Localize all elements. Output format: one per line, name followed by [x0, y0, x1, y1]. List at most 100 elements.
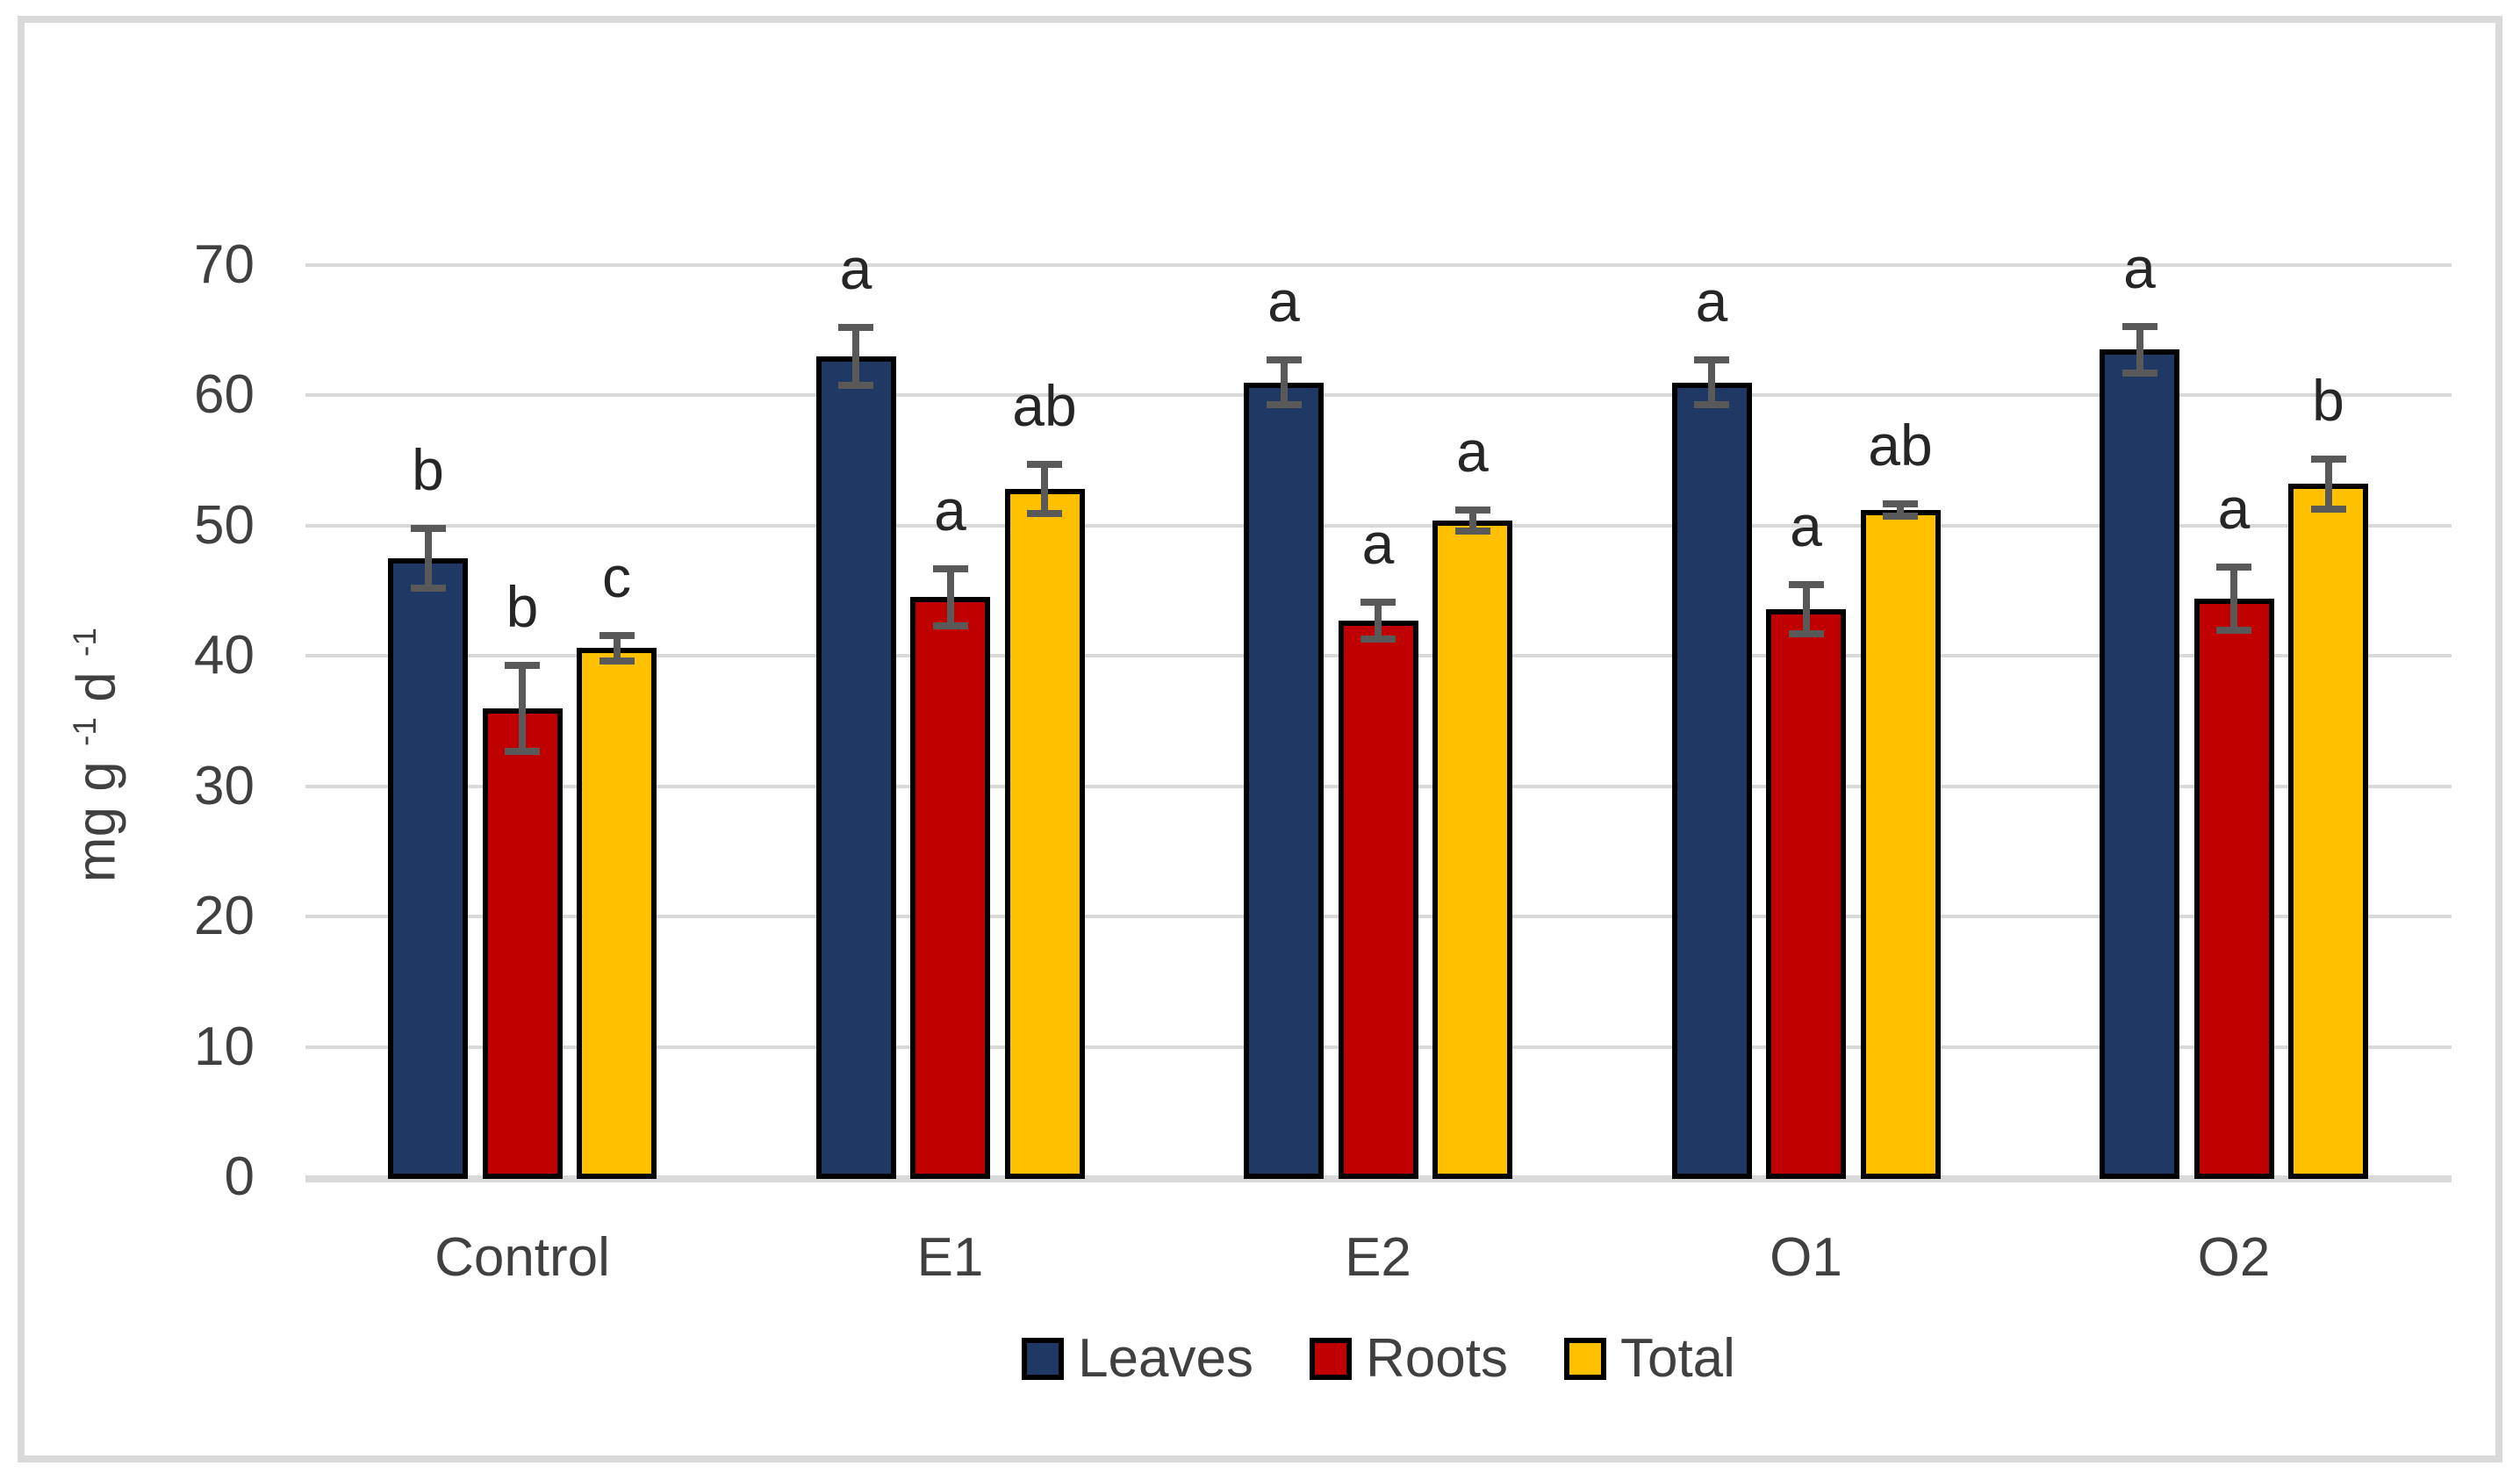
significance-letter: a [839, 236, 872, 302]
significance-letter: a [1267, 269, 1300, 334]
legend-label-roots: Roots [1366, 1328, 1508, 1389]
error-bar-cap-bottom [1266, 400, 1302, 408]
bar-roots-e2 [1338, 621, 1418, 1179]
x-category-label-e1: E1 [916, 1227, 984, 1288]
error-bar [613, 635, 621, 662]
error-bar-cap-top [1788, 580, 1824, 588]
error-bar [2324, 459, 2332, 509]
error-bar [852, 327, 859, 385]
bar-total-e2 [1432, 520, 1512, 1179]
significance-letter: c [602, 543, 631, 609]
y-tick-label-60: 60 [194, 364, 255, 426]
significance-letter: b [506, 573, 539, 639]
gridline-50 [305, 523, 2452, 528]
bar-roots-e1 [910, 597, 990, 1179]
error-bar-cap-bottom [1788, 630, 1824, 638]
bar-total-o1 [1860, 510, 1941, 1179]
error-bar [1375, 602, 1382, 639]
x-category-label-o2: O2 [2197, 1227, 2271, 1288]
significance-letter: a [1790, 492, 1822, 558]
legend-item-leaves: Leaves [1022, 1328, 1253, 1390]
bar-leaves-control [388, 557, 468, 1179]
error-bar-cap-top [1266, 356, 1302, 364]
error-bar-cap-top [410, 524, 446, 532]
error-bar-cap-bottom [599, 657, 635, 665]
error-bar-cap-bottom [1361, 635, 1396, 643]
y-tick-label-40: 40 [194, 625, 255, 686]
error-bar [946, 568, 954, 627]
y-tick-label-0: 0 [224, 1146, 255, 1207]
bar-roots-control [482, 708, 563, 1179]
significance-letter: b [2312, 368, 2344, 434]
y-axis-title-superscript: -1 [65, 716, 103, 747]
y-tick-label-70: 70 [194, 234, 255, 295]
error-bar-cap-bottom [2216, 626, 2251, 634]
error-bar-cap-bottom [1454, 527, 1490, 535]
bar-leaves-o2 [2100, 349, 2179, 1179]
y-tick-label-20: 20 [194, 886, 255, 947]
error-bar-cap-top [932, 564, 968, 572]
significance-letter: b [412, 436, 444, 502]
chart-border [18, 16, 2502, 1462]
significance-letter: a [2123, 234, 2156, 300]
legend-swatch-leaves [1022, 1338, 1065, 1380]
error-bar [2136, 326, 2143, 374]
error-bar-cap-top [2310, 456, 2346, 463]
error-bar [519, 665, 526, 751]
bar-leaves-e1 [815, 356, 896, 1179]
error-bar-cap-bottom [838, 381, 873, 389]
error-bar [1708, 360, 1715, 405]
significance-letter: ab [1012, 373, 1077, 439]
error-bar-cap-bottom [2122, 370, 2157, 377]
bar-roots-o2 [2193, 598, 2274, 1179]
legend: Leaves Roots Total [305, 1324, 2452, 1394]
error-bar [1802, 584, 1810, 635]
legend-item-roots: Roots [1310, 1328, 1508, 1390]
error-bar-cap-top [2122, 322, 2157, 330]
error-bar-cap-bottom [410, 585, 446, 593]
x-axis-line [305, 1175, 2452, 1182]
error-bar-cap-bottom [932, 622, 968, 630]
error-bar [2230, 567, 2237, 630]
error-bar-cap-top [1883, 499, 1918, 507]
error-bar-cap-top [505, 661, 540, 669]
error-bar [424, 528, 432, 589]
error-bar-cap-top [1027, 461, 1062, 469]
error-bar-cap-top [1454, 507, 1490, 514]
significance-letter: a [1361, 511, 1395, 577]
legend-item-total: Total [1563, 1328, 1735, 1390]
significance-letter: a [1456, 419, 1489, 485]
legend-label-total: Total [1619, 1328, 1735, 1389]
legend-swatch-roots [1310, 1338, 1352, 1380]
y-tick-label-50: 50 [194, 494, 255, 556]
error-bar-cap-top [2216, 564, 2251, 571]
error-bar-cap-top [599, 631, 635, 639]
error-bar [1468, 510, 1476, 531]
x-category-label-o1: O1 [1770, 1227, 1842, 1288]
error-bar-cap-bottom [1883, 513, 1918, 521]
gridline-70 [305, 263, 2452, 267]
error-bar [1041, 464, 1048, 514]
error-bar [1280, 360, 1288, 405]
error-bar-cap-bottom [1694, 400, 1729, 408]
error-bar-cap-top [838, 324, 873, 332]
x-category-label-e2: E2 [1345, 1227, 1411, 1288]
significance-letter: a [1695, 269, 1728, 334]
error-bar-cap-bottom [2310, 505, 2346, 513]
significance-letter: a [934, 477, 966, 542]
error-bar-cap-bottom [505, 747, 540, 755]
error-bar-cap-bottom [1027, 510, 1062, 518]
gridline-60 [305, 393, 2452, 398]
error-bar [1897, 503, 1904, 517]
legend-swatch-total [1563, 1338, 1606, 1380]
bar-roots-o1 [1766, 608, 1846, 1179]
significance-letter: ab [1868, 412, 1933, 478]
y-tick-label-10: 10 [194, 1016, 255, 1077]
significance-letter: a [2217, 476, 2251, 542]
error-bar-cap-top [1694, 356, 1729, 364]
bar-leaves-e2 [1244, 382, 1324, 1179]
bar-total-o2 [2288, 484, 2368, 1179]
legend-label-leaves: Leaves [1078, 1328, 1253, 1389]
error-bar-cap-top [1361, 599, 1396, 607]
